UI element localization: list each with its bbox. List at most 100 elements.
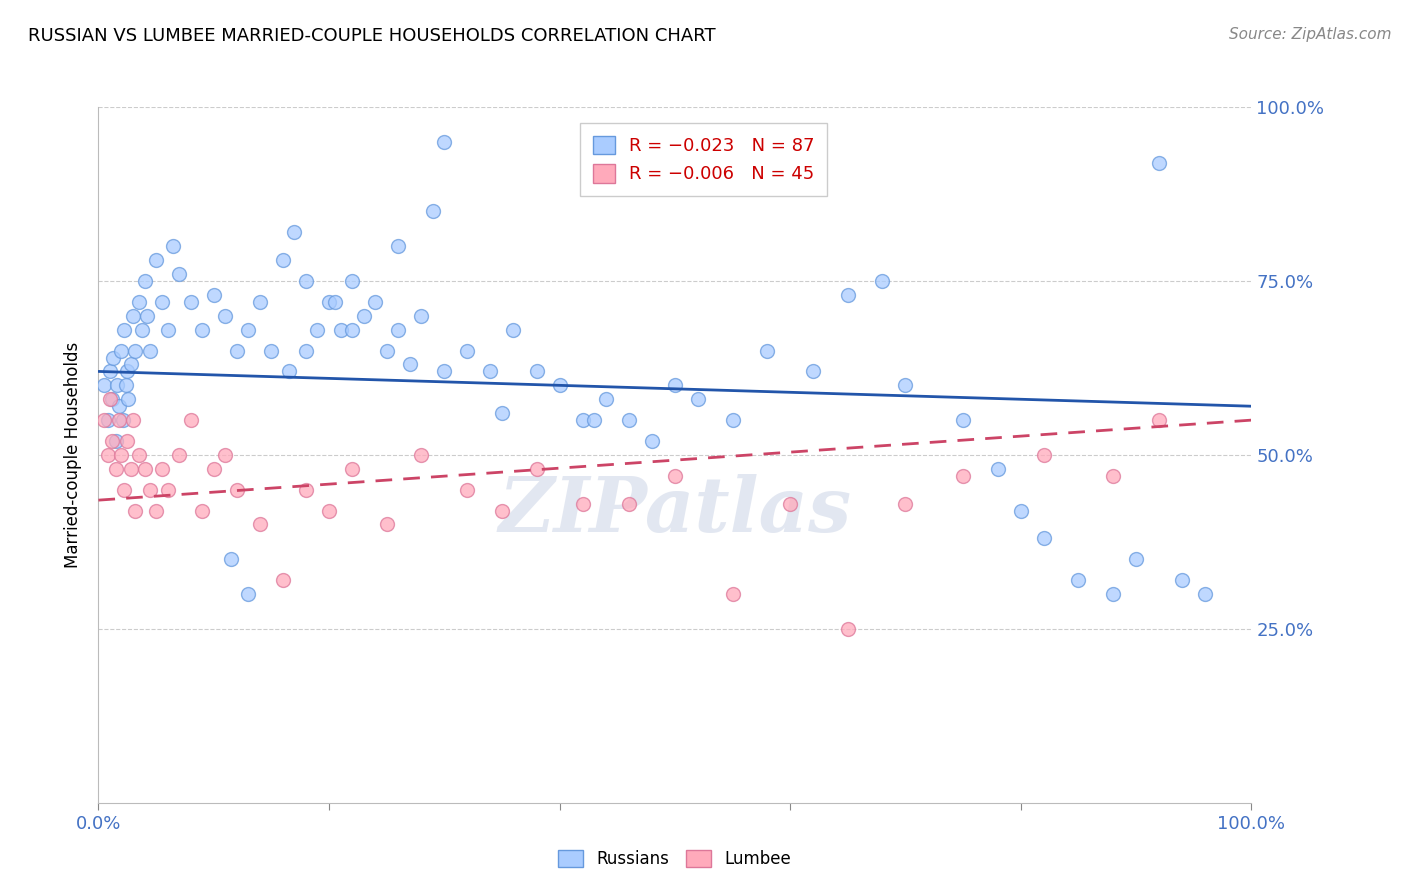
- Point: [238, 587, 260, 601]
- Text: Source: ZipAtlas.com: Source: ZipAtlas.com: [1229, 27, 1392, 42]
- Point: [112, 483, 135, 497]
- Point: [191, 323, 214, 337]
- Point: [779, 497, 801, 511]
- Point: [167, 267, 190, 281]
- Point: [548, 378, 571, 392]
- Point: [721, 413, 744, 427]
- Point: [801, 364, 824, 378]
- Point: [117, 392, 139, 407]
- Point: [894, 378, 917, 392]
- Point: [271, 253, 294, 268]
- Point: [98, 364, 121, 378]
- Point: [595, 392, 617, 407]
- Point: [340, 462, 363, 476]
- Text: RUSSIAN VS LUMBEE MARRIED-COUPLE HOUSEHOLDS CORRELATION CHART: RUSSIAN VS LUMBEE MARRIED-COUPLE HOUSEHO…: [28, 27, 716, 45]
- Point: [93, 413, 115, 427]
- Point: [837, 622, 859, 636]
- Point: [456, 483, 478, 497]
- Point: [139, 483, 162, 497]
- Point: [134, 462, 156, 476]
- Point: [1125, 552, 1147, 566]
- Point: [117, 364, 139, 378]
- Point: [433, 135, 456, 149]
- Point: [987, 462, 1010, 476]
- Point: [952, 468, 974, 483]
- Point: [225, 483, 247, 497]
- Point: [1067, 573, 1090, 587]
- Point: [249, 517, 271, 532]
- Point: [260, 343, 283, 358]
- Point: [110, 448, 132, 462]
- Point: [641, 434, 664, 448]
- Point: [135, 309, 157, 323]
- Point: [364, 294, 387, 309]
- Point: [97, 448, 120, 462]
- Point: [571, 497, 593, 511]
- Point: [98, 392, 121, 407]
- Point: [103, 351, 125, 365]
- Point: [411, 448, 433, 462]
- Point: [122, 413, 145, 427]
- Point: [277, 364, 299, 378]
- Point: [145, 503, 167, 517]
- Point: [139, 343, 162, 358]
- Point: [180, 413, 202, 427]
- Point: [387, 239, 409, 253]
- Point: [112, 323, 135, 337]
- Point: [664, 378, 686, 392]
- Point: [117, 434, 139, 448]
- Point: [150, 294, 173, 309]
- Point: [318, 294, 340, 309]
- Point: [375, 517, 398, 532]
- Point: [583, 413, 606, 427]
- Point: [1032, 532, 1054, 546]
- Point: [837, 288, 859, 302]
- Point: [156, 483, 179, 497]
- Point: [120, 358, 142, 372]
- Point: [150, 462, 173, 476]
- Point: [491, 406, 513, 420]
- Point: [145, 253, 167, 268]
- Point: [105, 378, 128, 392]
- Y-axis label: Married-couple Households: Married-couple Households: [65, 342, 83, 568]
- Point: [97, 413, 120, 427]
- Point: [323, 294, 346, 309]
- Point: [1194, 587, 1216, 601]
- Point: [295, 343, 318, 358]
- Point: [128, 294, 150, 309]
- Point: [721, 587, 744, 601]
- Point: [571, 413, 593, 427]
- Point: [398, 358, 420, 372]
- Point: [872, 274, 894, 288]
- Point: [108, 399, 131, 413]
- Point: [491, 503, 513, 517]
- Point: [283, 225, 305, 239]
- Point: [111, 413, 134, 427]
- Point: [271, 573, 294, 587]
- Point: [1171, 573, 1194, 587]
- Point: [214, 448, 236, 462]
- Point: [295, 274, 318, 288]
- Point: [101, 392, 124, 407]
- Point: [180, 294, 202, 309]
- Point: [214, 309, 236, 323]
- Point: [433, 364, 456, 378]
- Point: [894, 497, 917, 511]
- Point: [115, 378, 138, 392]
- Point: [131, 323, 153, 337]
- Point: [101, 434, 124, 448]
- Point: [422, 204, 444, 219]
- Point: [307, 323, 329, 337]
- Point: [340, 323, 363, 337]
- Point: [526, 364, 548, 378]
- Point: [128, 448, 150, 462]
- Point: [124, 343, 146, 358]
- Point: [617, 413, 640, 427]
- Point: [225, 343, 247, 358]
- Point: [1102, 587, 1125, 601]
- Point: [664, 468, 686, 483]
- Legend: Russians, Lumbee: Russians, Lumbee: [551, 843, 799, 874]
- Point: [1010, 503, 1032, 517]
- Point: [329, 323, 352, 337]
- Point: [162, 239, 184, 253]
